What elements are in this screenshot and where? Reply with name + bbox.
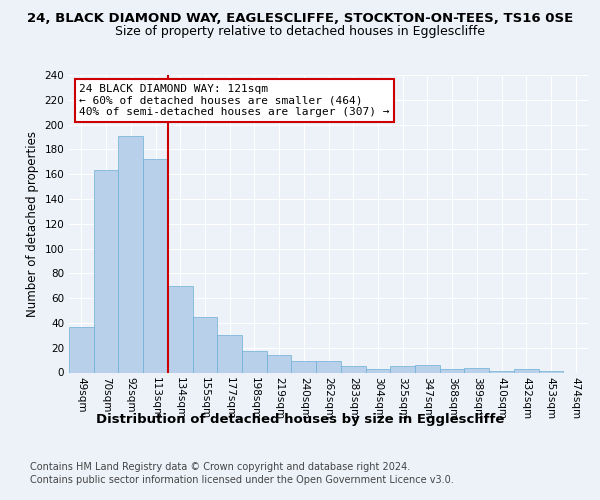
Y-axis label: Number of detached properties: Number of detached properties — [26, 130, 39, 317]
Text: 24, BLACK DIAMOND WAY, EAGLESCLIFFE, STOCKTON-ON-TEES, TS16 0SE: 24, BLACK DIAMOND WAY, EAGLESCLIFFE, STO… — [27, 12, 573, 26]
Bar — [365, 369, 390, 372]
Bar — [292, 362, 316, 372]
Bar — [267, 355, 292, 372]
Bar — [143, 160, 168, 372]
Bar — [193, 316, 217, 372]
Bar — [168, 286, 193, 372]
Text: Size of property relative to detached houses in Egglescliffe: Size of property relative to detached ho… — [115, 25, 485, 38]
Bar — [69, 326, 94, 372]
Bar — [118, 136, 143, 372]
Bar — [316, 362, 341, 372]
Text: 24 BLACK DIAMOND WAY: 121sqm
← 60% of detached houses are smaller (464)
40% of s: 24 BLACK DIAMOND WAY: 121sqm ← 60% of de… — [79, 84, 390, 117]
Bar — [464, 368, 489, 372]
Bar — [415, 365, 440, 372]
Text: Contains public sector information licensed under the Open Government Licence v3: Contains public sector information licen… — [30, 475, 454, 485]
Text: Distribution of detached houses by size in Egglescliffe: Distribution of detached houses by size … — [96, 412, 504, 426]
Bar — [390, 366, 415, 372]
Bar — [242, 352, 267, 372]
Bar — [217, 336, 242, 372]
Text: Contains HM Land Registry data © Crown copyright and database right 2024.: Contains HM Land Registry data © Crown c… — [30, 462, 410, 472]
Bar — [514, 369, 539, 372]
Bar — [440, 369, 464, 372]
Bar — [94, 170, 118, 372]
Bar — [341, 366, 365, 372]
